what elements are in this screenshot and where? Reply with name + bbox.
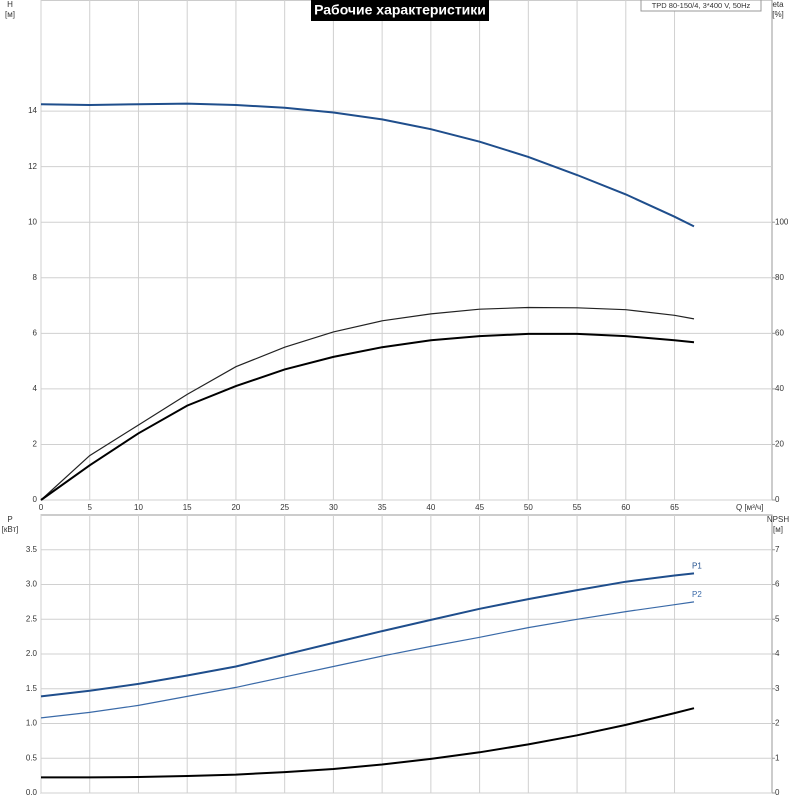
x-tick-label: 35: [378, 503, 387, 512]
y2-tick-label: 3: [775, 684, 780, 693]
x-tick-label: 20: [231, 503, 240, 512]
y-tick-label: 0.5: [26, 753, 38, 762]
y-axis-label: H: [7, 0, 13, 9]
x-tick-label: 5: [88, 503, 93, 512]
y2-tick-label: 7: [775, 545, 780, 554]
y-axis-label: [кВт]: [2, 525, 19, 534]
y2-tick-label: 4: [775, 649, 780, 658]
y-tick-label: 1.0: [26, 719, 38, 728]
y-tick-label: 6: [33, 328, 38, 337]
series-line: [40, 332, 695, 501]
y2-tick-label: 1: [775, 753, 780, 762]
x-tick-label: 55: [573, 503, 582, 512]
y2-axis-label: [%]: [772, 10, 784, 19]
y-tick-label: 10: [28, 217, 37, 226]
y2-tick-label: 5: [775, 614, 780, 623]
y2-tick-label: 0: [775, 788, 780, 797]
y-tick-label: 8: [33, 273, 38, 282]
y-tick-label: 2.0: [26, 649, 38, 658]
y-axis-label: [м]: [5, 10, 15, 19]
series-line: [40, 102, 695, 228]
y2-tick-label: 0: [775, 495, 780, 504]
chart-subtitle: TPD 80-150/4, 3*400 V, 50Hz: [652, 1, 751, 10]
y2-tick-label: 80: [775, 273, 784, 282]
y2-tick-label: 60: [775, 328, 784, 337]
x-tick-label: 65: [670, 503, 679, 512]
x-tick-label: 25: [280, 503, 289, 512]
y2-tick-label: 20: [775, 440, 784, 449]
chart-title: Рабочие характеристики: [314, 2, 486, 18]
y-tick-label: 3.0: [26, 580, 38, 589]
y-tick-label: 0.0: [26, 788, 38, 797]
x-tick-label: 50: [524, 503, 533, 512]
x-tick-label: 15: [183, 503, 192, 512]
x-tick-label: 45: [475, 503, 484, 512]
series-line: [40, 572, 695, 698]
y2-tick-label: 100: [775, 217, 789, 226]
y2-axis-label: NPSH: [767, 515, 789, 524]
subtitle-box: [640, 0, 762, 12]
title-box: [311, 0, 489, 21]
x-tick-label: 0: [39, 503, 44, 512]
y-tick-label: 2: [33, 440, 38, 449]
y2-tick-label: 6: [775, 580, 780, 589]
x-tick-label: 30: [329, 503, 338, 512]
y-tick-label: 14: [28, 106, 37, 115]
x-tick-label: 10: [134, 503, 143, 512]
x-tick-label: 40: [426, 503, 435, 512]
y-tick-label: 4: [33, 384, 38, 393]
series-line: [41, 707, 695, 779]
y2-axis-label: eta: [772, 0, 784, 9]
y-tick-label: 0: [33, 495, 38, 504]
y2-axis-label: [м]: [773, 525, 783, 534]
y2-tick-label: 2: [775, 719, 780, 728]
y2-tick-label: 40: [775, 384, 784, 393]
series-label: P2: [692, 590, 702, 599]
y-tick-label: 12: [28, 162, 37, 171]
y-tick-label: 3.5: [26, 545, 38, 554]
x-tick-label: 60: [621, 503, 630, 512]
y-axis-label: P: [7, 515, 12, 524]
x-axis-label: Q [м³/ч]: [736, 503, 763, 512]
series-line: [40, 306, 695, 501]
series-label: P1: [692, 561, 702, 570]
series-line: [40, 601, 695, 719]
y-tick-label: 1.5: [26, 684, 38, 693]
y-tick-label: 2.5: [26, 614, 38, 623]
